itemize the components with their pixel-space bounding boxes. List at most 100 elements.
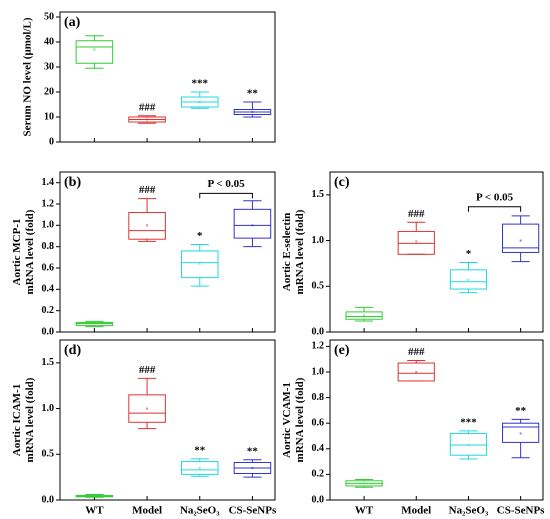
- mean: [251, 467, 254, 469]
- box-group: [128, 115, 166, 142]
- y-axis-label: Aortic ICAM-1: [11, 384, 23, 456]
- plot-frame: [59, 339, 276, 501]
- plot-frame: [59, 11, 276, 143]
- plot-frame: [59, 171, 276, 333]
- y-tick-label: 30: [44, 61, 54, 72]
- y-tick-label: 1.0: [42, 220, 55, 231]
- y-tick-label: 0.4: [312, 443, 325, 454]
- significance: **: [515, 405, 527, 417]
- mean: [198, 262, 201, 265]
- y-axis-label: Aortic MCP-1: [11, 219, 23, 286]
- significance: ###: [139, 184, 156, 196]
- plot-frame: [329, 339, 544, 501]
- significance: **: [247, 445, 259, 457]
- y-axis-label: mRNA level (fold): [24, 209, 36, 294]
- mean: [415, 371, 418, 373]
- plot-frame: [329, 171, 544, 333]
- y-tick-label: 1.0: [312, 366, 325, 377]
- significance: **: [194, 444, 206, 456]
- box: [502, 422, 540, 443]
- bracket-label: P < 0.05: [476, 191, 514, 203]
- panel-label: (c): [334, 175, 350, 190]
- box: [180, 461, 219, 475]
- box: [449, 432, 488, 456]
- y-axis-label: Aortic VCAM-1: [281, 382, 293, 458]
- box: [397, 362, 435, 382]
- y-tick-label: 0.5: [312, 281, 325, 292]
- x-tick-label: Na₂SeO₃: [449, 505, 489, 517]
- significance: ###: [139, 101, 156, 113]
- box-group: [180, 91, 219, 142]
- box-group: [75, 320, 114, 332]
- box-group: [75, 35, 114, 142]
- y-tick-label: 0.6: [42, 262, 55, 273]
- mean: [93, 322, 96, 325]
- mean: [363, 314, 366, 317]
- box: [449, 269, 488, 290]
- box-group: [128, 377, 166, 500]
- y-tick-label: 10: [44, 111, 54, 122]
- y-tick-label: 20: [44, 86, 54, 97]
- y-tick-label: 0.8: [312, 392, 325, 403]
- box: [128, 394, 166, 423]
- y-axis-label: Aortic E-selectin: [281, 213, 293, 292]
- y-tick-label: 1.5: [42, 357, 55, 368]
- significance: ***: [460, 416, 477, 428]
- panel-label: (d): [64, 343, 81, 358]
- x-tick-label: CS-SeNPs: [497, 505, 545, 517]
- box-group: [233, 459, 272, 500]
- box-group: [233, 101, 272, 142]
- mean: [363, 482, 366, 485]
- mean: [93, 48, 96, 51]
- y-tick-label: 0.4: [42, 284, 55, 295]
- y-axis-label: mRNA level (fold): [294, 377, 306, 462]
- panel-label: (a): [64, 15, 81, 30]
- y-axis-label: Serum NO level (μmol/L): [22, 17, 34, 136]
- panel-label: (e): [334, 343, 350, 358]
- box: [128, 212, 166, 240]
- mean: [198, 101, 201, 103]
- significance: **: [247, 88, 259, 100]
- y-tick-label: 1.2: [42, 198, 55, 209]
- mean: [251, 111, 254, 113]
- mean: [519, 432, 522, 435]
- mean: [519, 239, 522, 242]
- mean: [467, 278, 470, 281]
- x-tick-label: WT: [85, 505, 104, 517]
- y-tick-label: 40: [44, 36, 54, 47]
- y-tick-label: 1.0: [42, 403, 55, 414]
- mean: [93, 495, 96, 498]
- x-tick-label: WT: [355, 505, 374, 517]
- box-group: [502, 418, 540, 500]
- mean: [146, 118, 149, 121]
- box-group: [233, 200, 272, 332]
- mean: [198, 467, 201, 469]
- box-group: [180, 458, 219, 500]
- y-tick-label: 1.2: [312, 341, 325, 352]
- x-tick-label: Na₂SeO₃: [180, 505, 220, 517]
- mean: [467, 443, 470, 446]
- y-tick-label: 0.0: [42, 326, 55, 337]
- significance: *: [197, 230, 203, 242]
- y-axis-label: mRNA level (fold): [294, 209, 306, 294]
- box-group: [128, 198, 166, 332]
- y-axis-label: mRNA level (fold): [24, 377, 36, 462]
- mean: [415, 240, 418, 243]
- panel-label: (b): [64, 175, 81, 190]
- y-tick-label: 0.2: [312, 469, 325, 480]
- y-tick-label: 0.8: [42, 241, 55, 252]
- y-tick-label: 0.6: [312, 417, 325, 428]
- y-tick-label: 0.0: [312, 326, 325, 337]
- significance: *: [466, 248, 472, 260]
- box-group: [180, 244, 219, 332]
- mean: [146, 224, 149, 227]
- box: [180, 250, 219, 279]
- x-tick-label: Model: [401, 505, 431, 517]
- y-tick-label: 1.0: [312, 235, 325, 246]
- bracket: [199, 192, 253, 199]
- box-group: [397, 221, 435, 332]
- box: [345, 311, 383, 320]
- box: [502, 223, 540, 253]
- mean: [146, 407, 149, 410]
